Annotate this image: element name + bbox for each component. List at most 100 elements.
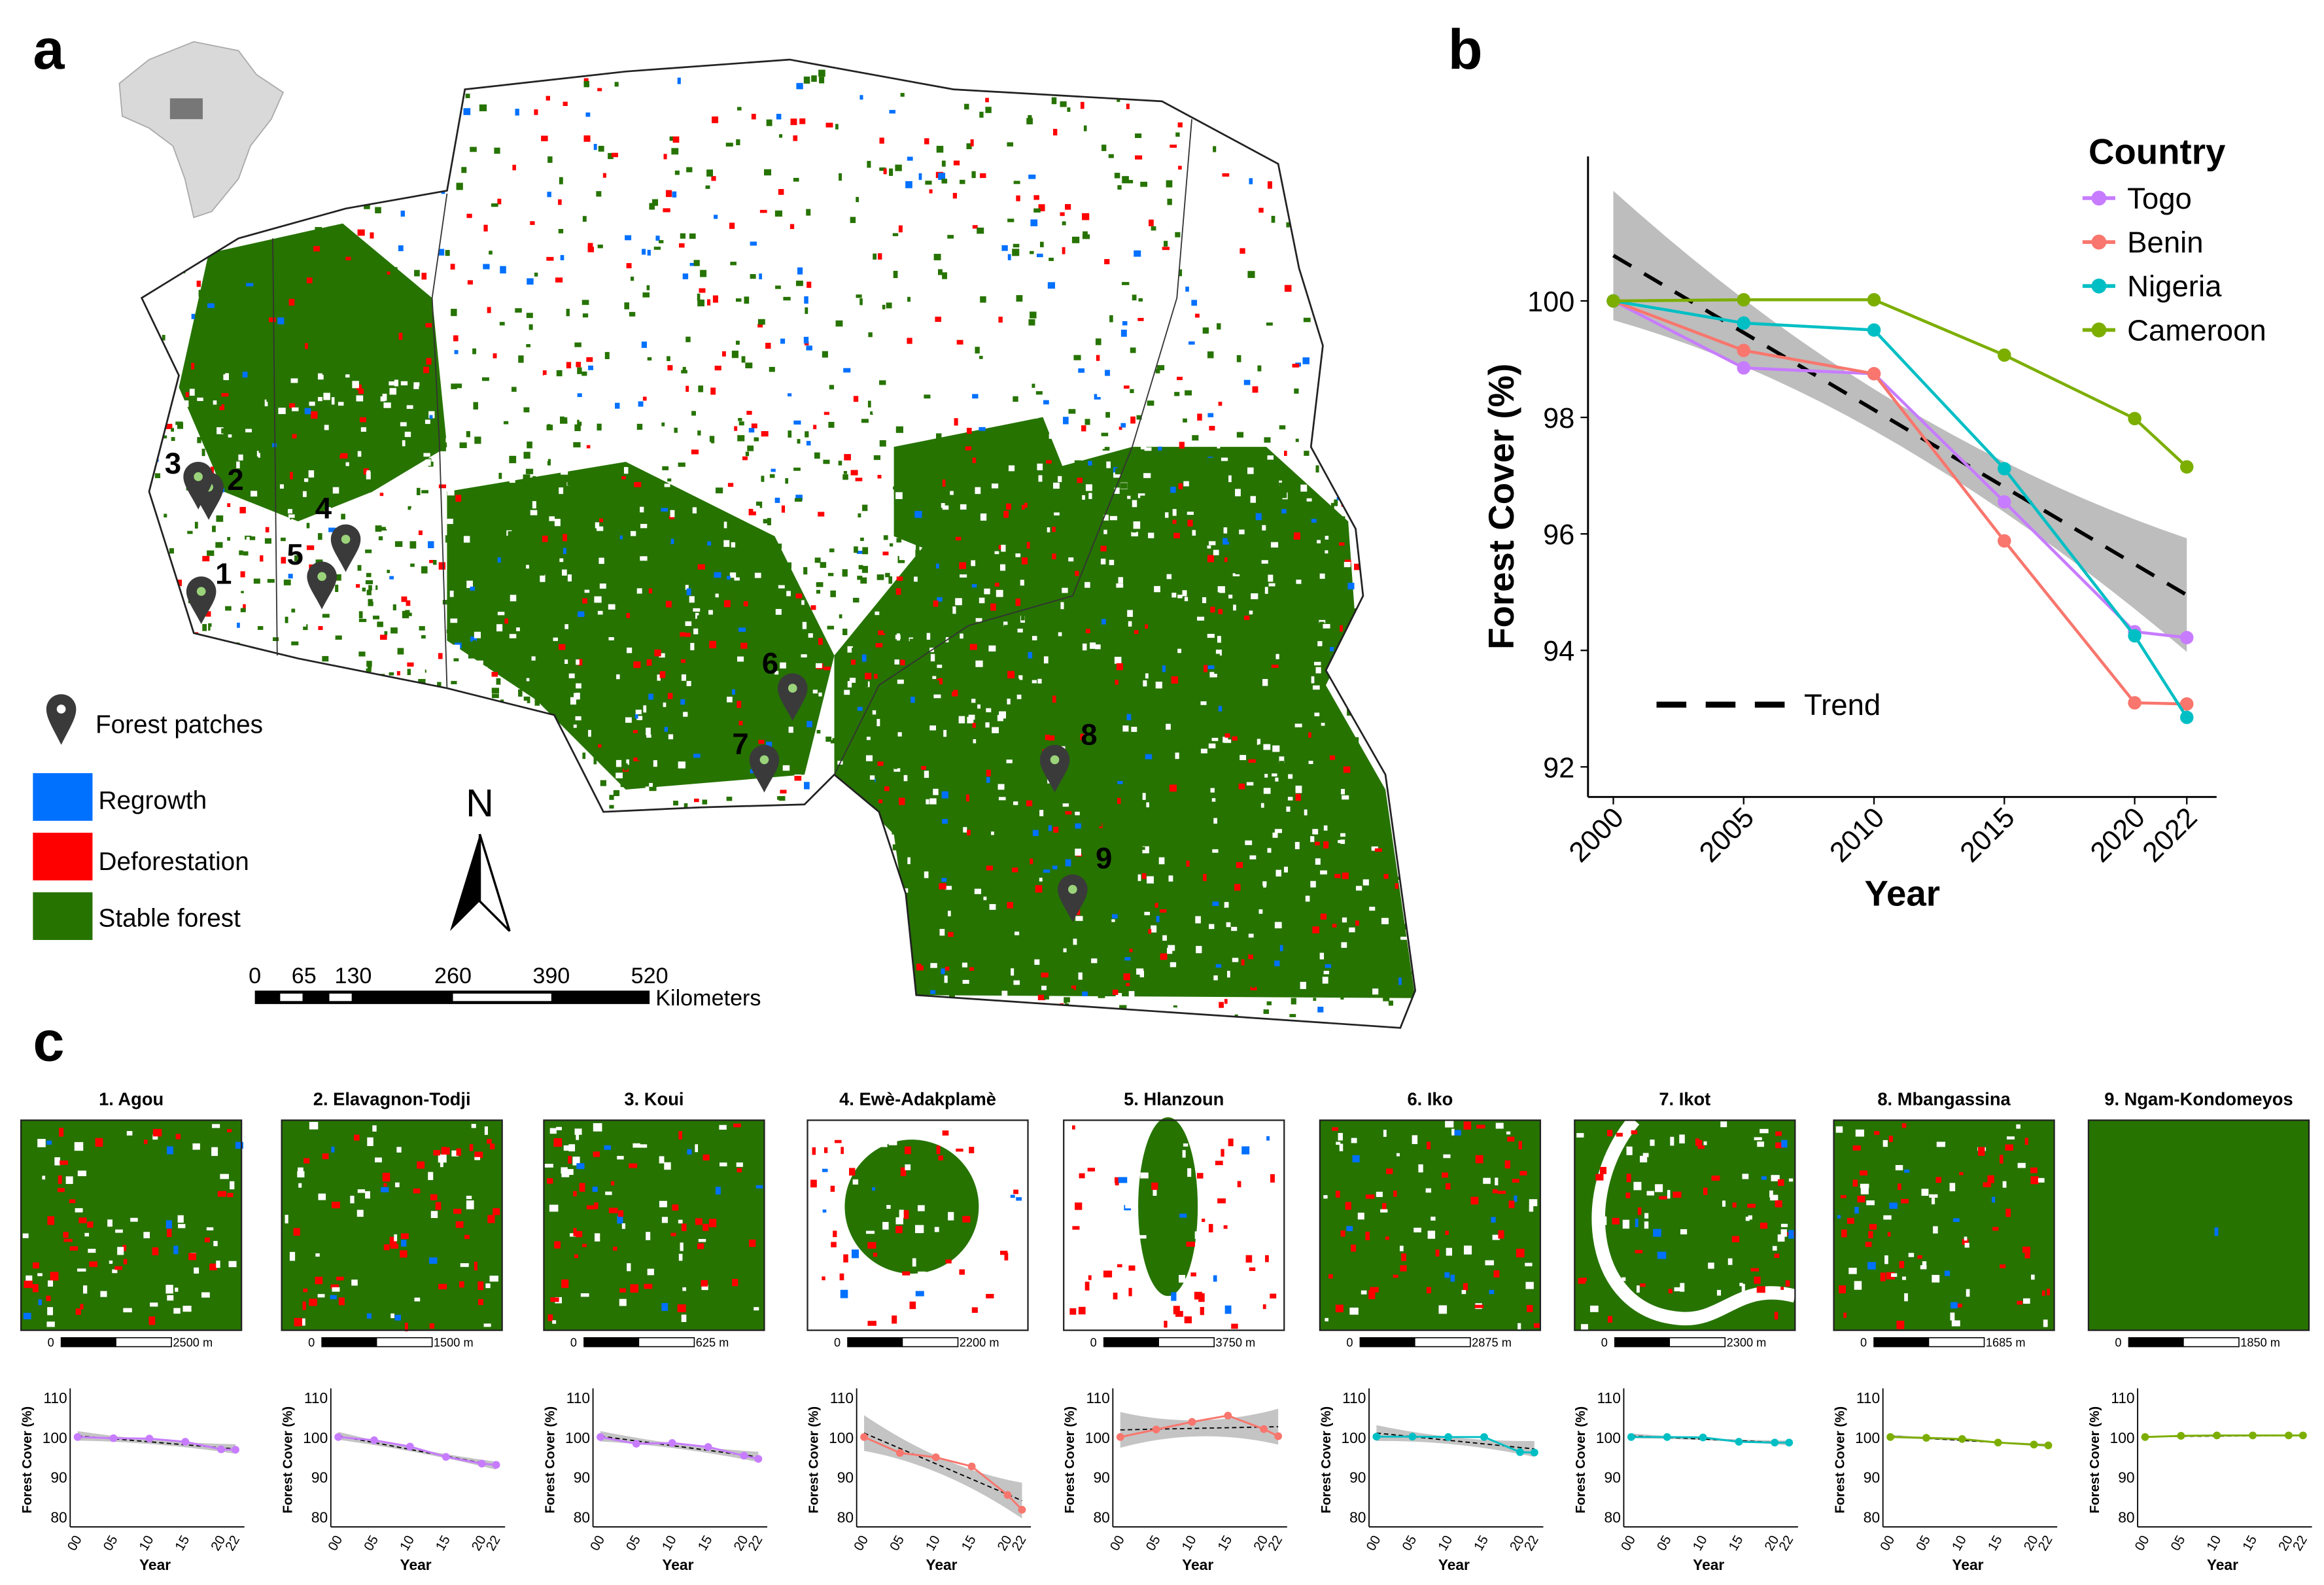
land-cover-pixel: [833, 640, 839, 643]
land-cover-pixel: [1156, 365, 1165, 371]
land-cover-pixel: [171, 437, 175, 442]
land-cover-pixel: [292, 434, 297, 439]
land-cover-pixel: [292, 66, 300, 73]
land-cover-pixel: [1041, 598, 1046, 602]
land-cover-pixel: [581, 300, 589, 305]
land-cover-pixel: [445, 831, 452, 835]
land-cover-pixel: [1132, 1122, 1139, 1131]
land-cover-pixel: [230, 428, 235, 434]
land-cover-pixel: [392, 267, 398, 273]
land-cover-pixel: [858, 1253, 861, 1261]
land-cover-pixel: [644, 1283, 653, 1289]
land-cover-pixel: [744, 571, 752, 576]
land-cover-pixel: [1122, 725, 1129, 732]
land-cover-pixel: [797, 267, 803, 275]
land-cover-pixel: [994, 582, 999, 587]
land-cover-pixel: [1164, 1321, 1168, 1328]
land-cover-pixel: [1637, 1285, 1640, 1293]
land-cover-pixel: [1322, 977, 1328, 984]
land-cover-pixel: [966, 428, 972, 434]
legend-regrowth: Regrowth: [99, 787, 207, 815]
land-cover-pixel: [141, 878, 148, 886]
land-cover-pixel: [1049, 955, 1053, 960]
x-tick-label: 10: [659, 1533, 680, 1553]
land-cover-pixel: [825, 913, 831, 916]
land-cover-pixel: [851, 659, 856, 665]
land-cover-pixel: [453, 841, 460, 848]
land-cover-pixel: [839, 614, 842, 619]
land-cover-pixel: [1395, 883, 1398, 889]
land-cover-pixel: [872, 575, 878, 579]
land-cover-pixel: [1266, 322, 1273, 326]
land-cover-pixel: [583, 815, 591, 821]
land-cover-pixel: [152, 979, 159, 985]
land-cover-pixel: [472, 348, 477, 355]
map-marker-icon: [330, 524, 361, 572]
land-cover-pixel: [1376, 389, 1382, 394]
land-cover-pixel: [264, 538, 271, 544]
land-cover-pixel: [727, 697, 733, 703]
land-cover-pixel: [1286, 937, 1294, 943]
land-cover-pixel: [368, 599, 373, 606]
land-cover-pixel: [359, 417, 366, 423]
land-cover-pixel: [1178, 483, 1183, 489]
land-cover-pixel: [385, 937, 389, 943]
land-cover-pixel: [1011, 1277, 1016, 1281]
land-cover-pixel: [275, 946, 281, 952]
land-cover-pixel: [877, 253, 882, 260]
land-cover-pixel: [795, 593, 803, 599]
land-cover-pixel: [218, 399, 222, 407]
land-cover-pixel: [478, 719, 482, 726]
land-cover-pixel: [1395, 591, 1398, 597]
land-cover-pixel: [837, 449, 843, 457]
land-cover-pixel: [842, 997, 850, 1002]
land-cover-pixel: [156, 556, 163, 563]
land-cover-pixel: [175, 1134, 181, 1140]
land-cover-pixel: [834, 1140, 842, 1143]
land-cover-pixel: [566, 387, 571, 392]
land-cover-pixel: [579, 415, 585, 422]
land-cover-pixel: [646, 1232, 651, 1240]
land-cover-pixel: [734, 577, 740, 581]
land-cover-pixel: [1030, 311, 1037, 319]
land-cover-pixel: [1339, 542, 1345, 546]
land-cover-pixel: [759, 273, 762, 280]
land-cover-pixel: [941, 968, 945, 975]
patch-title: 7. Ikot: [1659, 1089, 1710, 1109]
land-cover-pixel: [357, 229, 365, 236]
data-point: [1188, 1418, 1196, 1426]
x-tick-label: 05: [1399, 1533, 1419, 1553]
land-cover-pixel: [575, 716, 581, 721]
land-cover-pixel: [509, 844, 515, 851]
land-cover-pixel: [1315, 193, 1323, 198]
land-cover-pixel: [544, 820, 550, 824]
land-cover-pixel: [1337, 429, 1343, 434]
land-cover-pixel: [894, 374, 901, 380]
land-cover-pixel: [375, 525, 382, 532]
land-cover-pixel: [886, 945, 893, 951]
land-cover-pixel: [1330, 502, 1334, 510]
x-tick-label: 00: [851, 1533, 871, 1553]
data-point: [668, 1438, 676, 1447]
land-cover-pixel: [1964, 1242, 1969, 1248]
land-cover-pixel: [373, 506, 381, 514]
land-cover-pixel: [1383, 131, 1390, 137]
land-cover-pixel: [342, 402, 348, 406]
land-cover-pixel: [561, 468, 568, 475]
land-cover-pixel: [498, 655, 506, 662]
land-cover-pixel: [1111, 914, 1118, 919]
land-cover-pixel: [852, 648, 856, 653]
land-cover-pixel: [550, 931, 555, 936]
land-cover-pixel: [366, 1313, 372, 1319]
land-cover-pixel: [824, 411, 829, 415]
land-cover-pixel: [1188, 341, 1195, 345]
land-cover-pixel: [540, 950, 547, 956]
land-cover-pixel: [516, 909, 522, 913]
land-cover-pixel: [933, 600, 939, 607]
land-cover-pixel: [810, 653, 816, 659]
land-cover-pixel: [697, 564, 705, 570]
land-cover-pixel: [1183, 481, 1189, 487]
land-cover-pixel: [224, 1000, 230, 1004]
land-cover-pixel: [1377, 455, 1383, 461]
land-cover-pixel: [1361, 76, 1368, 82]
